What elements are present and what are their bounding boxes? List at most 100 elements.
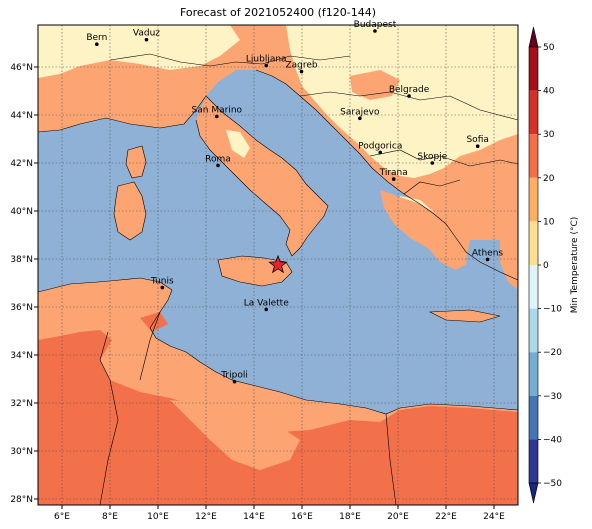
colorbar-tick-label: 50 (543, 43, 555, 53)
colorbar-tick-label: 40 (543, 87, 555, 97)
latitude-axis: 46°N 44°N 42°N 40°N 38°N 36°N 34°N 32°N 30°N 28°N (10, 63, 38, 505)
colorbar-tick-label: 30 (543, 130, 555, 140)
sicily-coast-line (217, 255, 293, 287)
crete-coast-line (428, 309, 501, 323)
city-dot (485, 257, 490, 262)
corsica-coast-line (125, 145, 147, 179)
colorbar-tick-label: −50 (543, 479, 562, 489)
lon-tick-label: 18°E (339, 512, 361, 522)
colorbar: 50 40 30 20 10 0 −10 −20 −30 −40 −50 (528, 26, 562, 504)
city-tripoli: Tripoli (220, 371, 248, 384)
city-dot (264, 63, 269, 68)
apennine-cool (226, 130, 250, 158)
border-line-1 (109, 53, 351, 67)
city-label: Podgorica (358, 141, 402, 151)
lat-tick-label: 44°N (10, 111, 33, 121)
turkey-coast (500, 236, 518, 290)
city-dot (95, 42, 99, 46)
city-label: Skopje (417, 152, 447, 162)
colorbar-label: Min Temperature (°C) (570, 217, 580, 314)
city-dot (358, 116, 362, 121)
colorbar-segment (529, 439, 538, 483)
border-line-2 (299, 91, 518, 121)
lat-tick-label: 32°N (10, 399, 33, 409)
city-label: Belgrade (389, 85, 430, 95)
colorbar-segment (529, 134, 538, 178)
colorbar-tick-label: 20 (543, 174, 555, 184)
colorbar-tick-label: −20 (543, 348, 562, 358)
lat-tick-label: 30°N (10, 447, 33, 457)
lon-tick-label: 6°E (54, 512, 70, 522)
lon-tick-label: 14°E (243, 512, 265, 522)
colorbar-tick-label: −10 (543, 305, 562, 315)
colorbar-segment (529, 308, 538, 353)
city-dot (160, 285, 165, 290)
lat-tick-label: 28°N (10, 495, 33, 505)
city-skopje: Skopje (417, 152, 448, 165)
city-label: Tripoli (220, 371, 248, 381)
city-dot (299, 69, 304, 74)
city-label: Roma (205, 154, 231, 164)
balkans-cool (286, 25, 518, 178)
sardinia-coast-line (113, 181, 147, 241)
city-label: Vaduz (133, 29, 160, 39)
city-podgorica: Podgorica (358, 141, 402, 155)
colorbar-tick-label: −30 (543, 392, 562, 402)
city-label: Zagreb (285, 61, 317, 71)
border-line-7 (385, 413, 397, 505)
border-line-3 (369, 149, 518, 167)
city-sarajevo: Sarajevo (340, 107, 380, 121)
city-label: La Valette (244, 298, 289, 308)
colorbar-segment (529, 395, 538, 440)
city-belgrade: Belgrade (389, 85, 430, 98)
alps-cool (38, 25, 240, 78)
lat-tick-label: 40°N (10, 207, 33, 217)
city-dot (391, 177, 396, 181)
city-label: Tunis (150, 277, 174, 287)
corsica (126, 146, 146, 178)
colorbar-top-arrow (528, 26, 539, 48)
north-africa-hot (38, 330, 518, 505)
city-vaduz: Vaduz (133, 29, 160, 42)
city-label: Sarajevo (340, 107, 380, 117)
lon-tick-label: 22°E (435, 512, 457, 522)
city-athens: Athens (472, 248, 503, 262)
city-label: Sofia (466, 135, 488, 145)
lon-tick-label: 20°E (387, 512, 409, 522)
lat-tick-label: 46°N (10, 63, 33, 73)
colorbar-segment (529, 90, 538, 135)
star-marker (268, 254, 288, 274)
border-line-6 (139, 311, 161, 381)
city-dot (378, 150, 383, 155)
city-label: Athens (472, 248, 503, 258)
lon-tick-label: 10°E (147, 512, 169, 522)
city-dot (430, 161, 435, 165)
colorbar-segment (529, 352, 538, 396)
city-sofia: Sofia (466, 135, 489, 148)
gridlines (38, 25, 518, 505)
north-africa-warm-patch (170, 400, 300, 470)
city-label: San Marino (192, 105, 243, 115)
city-label: Ljubljana (246, 55, 287, 65)
city-budapest: Budapest (354, 20, 397, 33)
lat-tick-label: 38°N (10, 255, 33, 265)
map-title: Forecast of 2021052400 (f120-144) (179, 6, 377, 19)
city-bern: Bern (86, 33, 107, 46)
colorbar-tick-label: −40 (543, 435, 562, 445)
city-tirana: Tirana (379, 168, 408, 181)
map-frame (37, 24, 519, 506)
colorbar-bottom-arrow (528, 482, 539, 504)
city-la-valette: La Valette (244, 298, 289, 312)
city-zagreb: Zagreb (285, 61, 318, 74)
colorbar-tick-label: 0 (543, 261, 549, 271)
city-roma: Roma (205, 154, 231, 168)
crete (430, 310, 500, 322)
lon-tick-label: 16°E (291, 512, 313, 522)
city-label: Bern (86, 33, 107, 43)
colorbar-segment (529, 265, 538, 309)
city-dot (407, 94, 411, 98)
city-dot (373, 29, 377, 33)
colorbar-segment (529, 177, 538, 222)
north-africa-warm-patch-2 (38, 296, 112, 334)
